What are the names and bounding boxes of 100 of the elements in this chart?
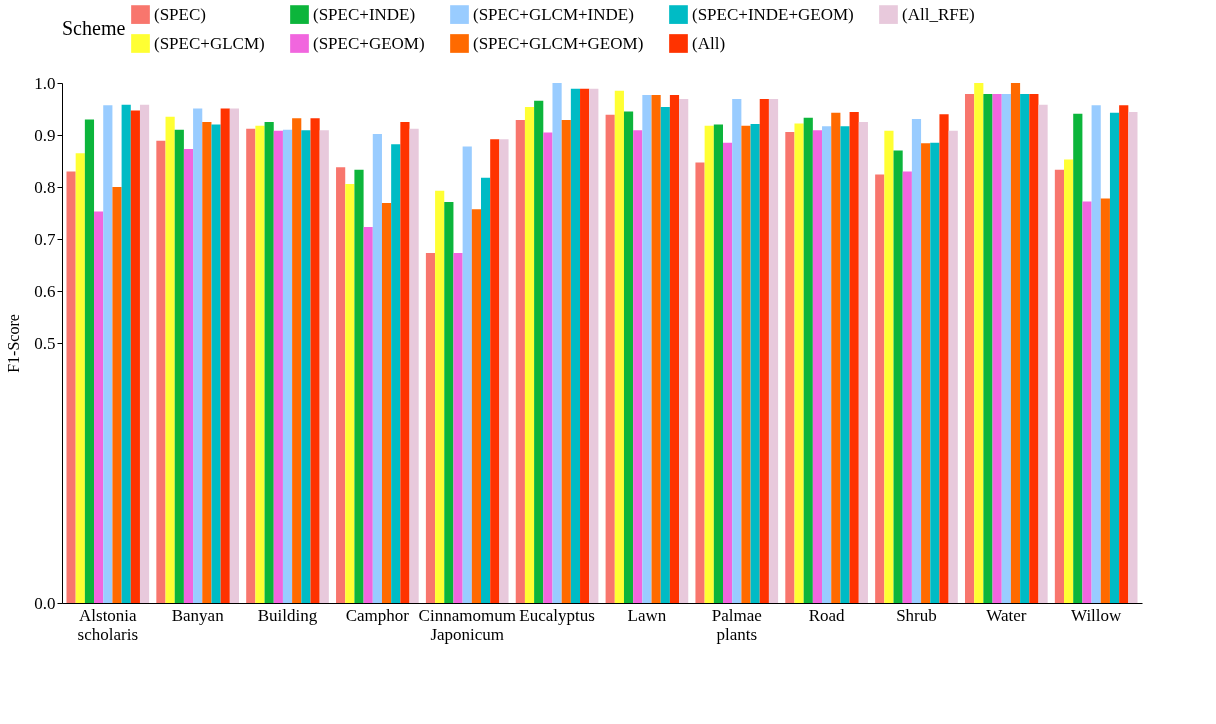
x-tick-label: Camphor bbox=[345, 605, 410, 625]
x-tick-label: Road bbox=[808, 605, 846, 625]
bar bbox=[534, 100, 544, 603]
bar bbox=[481, 177, 491, 603]
legend-title: Scheme bbox=[62, 17, 126, 39]
bar bbox=[490, 139, 500, 603]
bar bbox=[921, 143, 931, 603]
bar bbox=[1029, 93, 1039, 603]
bar bbox=[425, 253, 436, 603]
bar bbox=[723, 142, 733, 603]
bar bbox=[345, 183, 355, 603]
bar bbox=[310, 118, 320, 603]
bar bbox=[1073, 113, 1083, 603]
bar bbox=[1020, 93, 1030, 603]
bar bbox=[831, 112, 841, 603]
bar bbox=[264, 122, 274, 603]
bar bbox=[336, 167, 346, 603]
bar bbox=[1082, 201, 1092, 603]
bar bbox=[301, 130, 311, 603]
bar bbox=[103, 105, 113, 603]
bar bbox=[849, 112, 859, 603]
bar bbox=[911, 118, 922, 603]
bar bbox=[858, 122, 868, 603]
bar bbox=[884, 130, 894, 603]
legend-label: (SPEC+GLCM+GEOM) bbox=[473, 33, 644, 53]
bar bbox=[94, 211, 104, 603]
bar bbox=[875, 174, 885, 603]
y-axis-title: F1-Score bbox=[5, 314, 23, 373]
bar bbox=[174, 129, 184, 603]
bar bbox=[139, 104, 150, 603]
bar bbox=[435, 190, 445, 603]
bar bbox=[444, 202, 454, 603]
bar bbox=[614, 90, 624, 603]
bar bbox=[623, 111, 634, 603]
x-tick-label: Shrub bbox=[896, 605, 937, 625]
bar bbox=[750, 124, 760, 603]
bar bbox=[515, 119, 525, 603]
y-tick-label: 0.5 bbox=[34, 333, 56, 353]
bar bbox=[939, 114, 949, 603]
legend-label: (SPEC+GLCM) bbox=[154, 33, 265, 53]
bar bbox=[948, 130, 958, 603]
bar bbox=[803, 117, 813, 603]
bar bbox=[543, 132, 553, 603]
bar bbox=[409, 128, 419, 603]
bar bbox=[580, 88, 590, 603]
bar bbox=[165, 116, 175, 603]
x-tick-label: Banyan bbox=[171, 605, 225, 625]
bar bbox=[372, 133, 382, 603]
x-tick-label: Building bbox=[257, 605, 318, 625]
legend-label: (All_RFE) bbox=[902, 4, 975, 24]
bar bbox=[741, 125, 751, 603]
bar bbox=[1064, 159, 1074, 603]
bar bbox=[965, 93, 975, 603]
bar bbox=[381, 203, 392, 603]
bar bbox=[840, 126, 850, 603]
bar bbox=[363, 227, 373, 603]
bar bbox=[273, 130, 283, 603]
x-tick-label: Lawn bbox=[627, 605, 667, 625]
bar bbox=[794, 123, 804, 603]
bar bbox=[471, 209, 481, 603]
x-tick-label: Water bbox=[986, 605, 1027, 625]
bar bbox=[605, 114, 615, 603]
bar bbox=[974, 83, 984, 603]
bar bbox=[785, 131, 795, 603]
bar bbox=[211, 124, 221, 603]
bar bbox=[391, 144, 401, 603]
bar bbox=[589, 88, 599, 603]
bar bbox=[552, 83, 562, 603]
bar bbox=[902, 171, 912, 603]
bar bbox=[930, 142, 940, 603]
bar bbox=[561, 119, 571, 603]
bar bbox=[292, 118, 302, 603]
x-tick-label: Alstonia scholaris bbox=[77, 605, 139, 644]
bar bbox=[246, 128, 256, 603]
y-tick-label: 1.0 bbox=[34, 73, 56, 93]
legend-label: (SPEC+GEOM) bbox=[313, 33, 425, 53]
x-tick-label: Palmae plants bbox=[711, 605, 762, 644]
bar bbox=[220, 108, 230, 603]
bar bbox=[660, 106, 670, 603]
bar bbox=[642, 94, 652, 603]
bar bbox=[282, 129, 293, 603]
bar bbox=[453, 253, 463, 603]
legend-label: (All) bbox=[692, 33, 726, 53]
bar bbox=[651, 94, 661, 603]
bar bbox=[695, 162, 705, 603]
x-tick-label: Cinnamomum Japonicum bbox=[418, 605, 516, 644]
bar bbox=[183, 149, 194, 603]
bar bbox=[1001, 93, 1011, 603]
y-tick-label: 0.6 bbox=[34, 281, 56, 301]
bar bbox=[499, 139, 509, 603]
bar bbox=[84, 119, 95, 603]
y-tick-label: 0.0 bbox=[34, 593, 56, 613]
bar bbox=[992, 93, 1002, 603]
legend-label: (SPEC+GLCM+INDE) bbox=[473, 4, 634, 24]
bar bbox=[400, 122, 410, 603]
bar bbox=[229, 108, 239, 603]
bar bbox=[75, 153, 85, 603]
bar bbox=[633, 130, 643, 603]
bar bbox=[66, 171, 76, 603]
legend-label: (SPEC+INDE+GEOM) bbox=[692, 4, 854, 24]
